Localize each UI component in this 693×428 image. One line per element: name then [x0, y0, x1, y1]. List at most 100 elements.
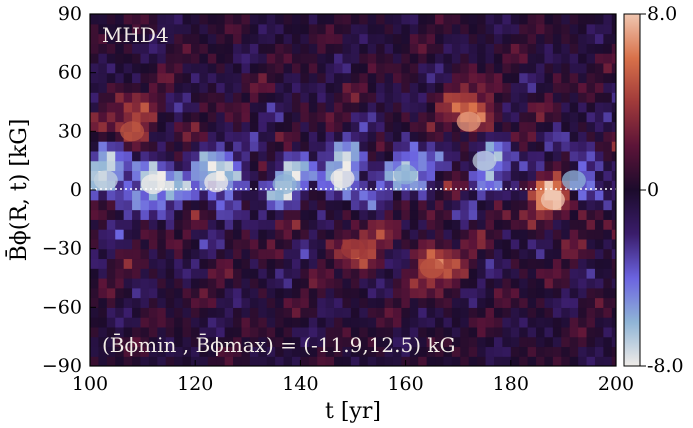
heatmap-cell [392, 346, 402, 357]
heatmap-cell [561, 82, 571, 93]
heatmap-cell [384, 170, 394, 181]
heatmap-cell [552, 326, 562, 338]
heatmap-cell [106, 150, 116, 162]
heatmap-cell [451, 62, 461, 74]
heatmap-cell [611, 180, 616, 191]
heatmap-cell [350, 92, 360, 103]
heatmap-cell [190, 268, 201, 279]
heatmap-cell [317, 238, 327, 250]
heatmap-cell [266, 219, 276, 230]
heatmap-cell [283, 219, 293, 230]
heatmap-cell [586, 43, 596, 54]
heatmap-cell [182, 43, 192, 54]
heatmap-cell [157, 53, 167, 64]
heatmap-cell [401, 72, 411, 84]
heatmap-cell [224, 82, 234, 93]
heatmap-cell [241, 121, 251, 132]
heatmap-cell [106, 219, 116, 230]
heatmap-cell [308, 121, 318, 132]
heatmap-cell [594, 317, 604, 328]
heatmap-cell [519, 209, 529, 220]
heatmap-cell [174, 336, 184, 348]
colorbar: 8.00-8.0 [623, 3, 684, 377]
heatmap-cell [258, 92, 268, 103]
heatmap-cell [199, 287, 209, 299]
heatmap-cell [611, 14, 616, 25]
heatmap-cell [586, 258, 596, 269]
heatmap-cell [468, 53, 478, 64]
heatmap-cell [611, 131, 616, 142]
heatmap-cell [182, 317, 192, 328]
heatmap-cell [157, 131, 167, 142]
heatmap-cell [502, 307, 512, 318]
heatmap-cell [443, 307, 453, 318]
heatmap-cell [300, 307, 310, 318]
heatmap-cell [106, 160, 116, 172]
heatmap-cell [334, 209, 344, 220]
heatmap-cell [258, 23, 268, 35]
heatmap-cell [308, 317, 318, 328]
heatmap-cell [451, 287, 461, 299]
heatmap-cell [392, 238, 402, 250]
heatmap-cell [418, 336, 428, 348]
heatmap-cell [174, 190, 184, 201]
heatmap-cell [165, 248, 175, 260]
heatmap-cell [409, 229, 419, 240]
heatmap-cell [106, 356, 116, 366]
heatmap-cell [367, 141, 377, 152]
heatmap-cell [266, 317, 276, 328]
heatmap-cell [291, 62, 301, 74]
heatmap-cell [350, 53, 360, 64]
heatmap-cell [401, 43, 411, 54]
heatmap-cell [510, 92, 520, 103]
heatmap-cell [435, 190, 445, 201]
heatmap-cell [216, 307, 226, 318]
heatmap-cell [586, 297, 596, 308]
heatmap-cell [207, 238, 217, 250]
heatmap-cell [106, 72, 116, 84]
heatmap-cell [451, 238, 461, 250]
heatmap-cell [157, 307, 167, 318]
heatmap-cell [165, 268, 175, 279]
heatmap-cell [552, 53, 562, 64]
heatmap-cell [569, 62, 579, 74]
heatmap-cell [552, 111, 562, 123]
heatmap-cell [552, 209, 562, 220]
heatmap-cell [350, 229, 360, 240]
heatmap-cell [611, 317, 616, 328]
heatmap-cell [468, 356, 478, 366]
heatmap-cell [300, 82, 310, 93]
heatmap-cell [544, 111, 554, 123]
heatmap-cell [578, 82, 588, 93]
heatmap-cell [207, 62, 217, 74]
heatmap-cell [561, 141, 571, 152]
heatmap-cell [275, 346, 285, 357]
heatmap-cell [275, 278, 285, 289]
heatmap-cell [157, 238, 167, 250]
heatmap-cell [174, 111, 184, 123]
heatmap-cell [300, 258, 310, 269]
heatmap-cell [258, 287, 268, 299]
heatmap-cell [334, 160, 344, 172]
heatmap-cell [493, 287, 503, 299]
heatmap-cell [426, 287, 436, 299]
heatmap-cell [106, 23, 116, 35]
heatmap-cell [569, 336, 579, 348]
heatmap-cell [418, 150, 428, 162]
heatmap-cell [561, 248, 571, 260]
heatmap-cell [611, 141, 616, 152]
heatmap-cell [594, 190, 604, 201]
heatmap-cell [536, 111, 546, 123]
heatmap-cell [190, 14, 201, 25]
heatmap-cell [578, 258, 588, 269]
heatmap-cell [544, 62, 554, 74]
heatmap-cell [367, 297, 377, 308]
heatmap-cell [115, 258, 125, 269]
heatmap-cell [552, 268, 562, 279]
heatmap-cell [527, 209, 537, 220]
heatmap-cell [468, 141, 478, 152]
heatmap-cell [435, 92, 445, 103]
heatmap-cell [342, 346, 352, 357]
heatmap-cell [207, 297, 217, 308]
heatmap-cell [536, 199, 546, 211]
